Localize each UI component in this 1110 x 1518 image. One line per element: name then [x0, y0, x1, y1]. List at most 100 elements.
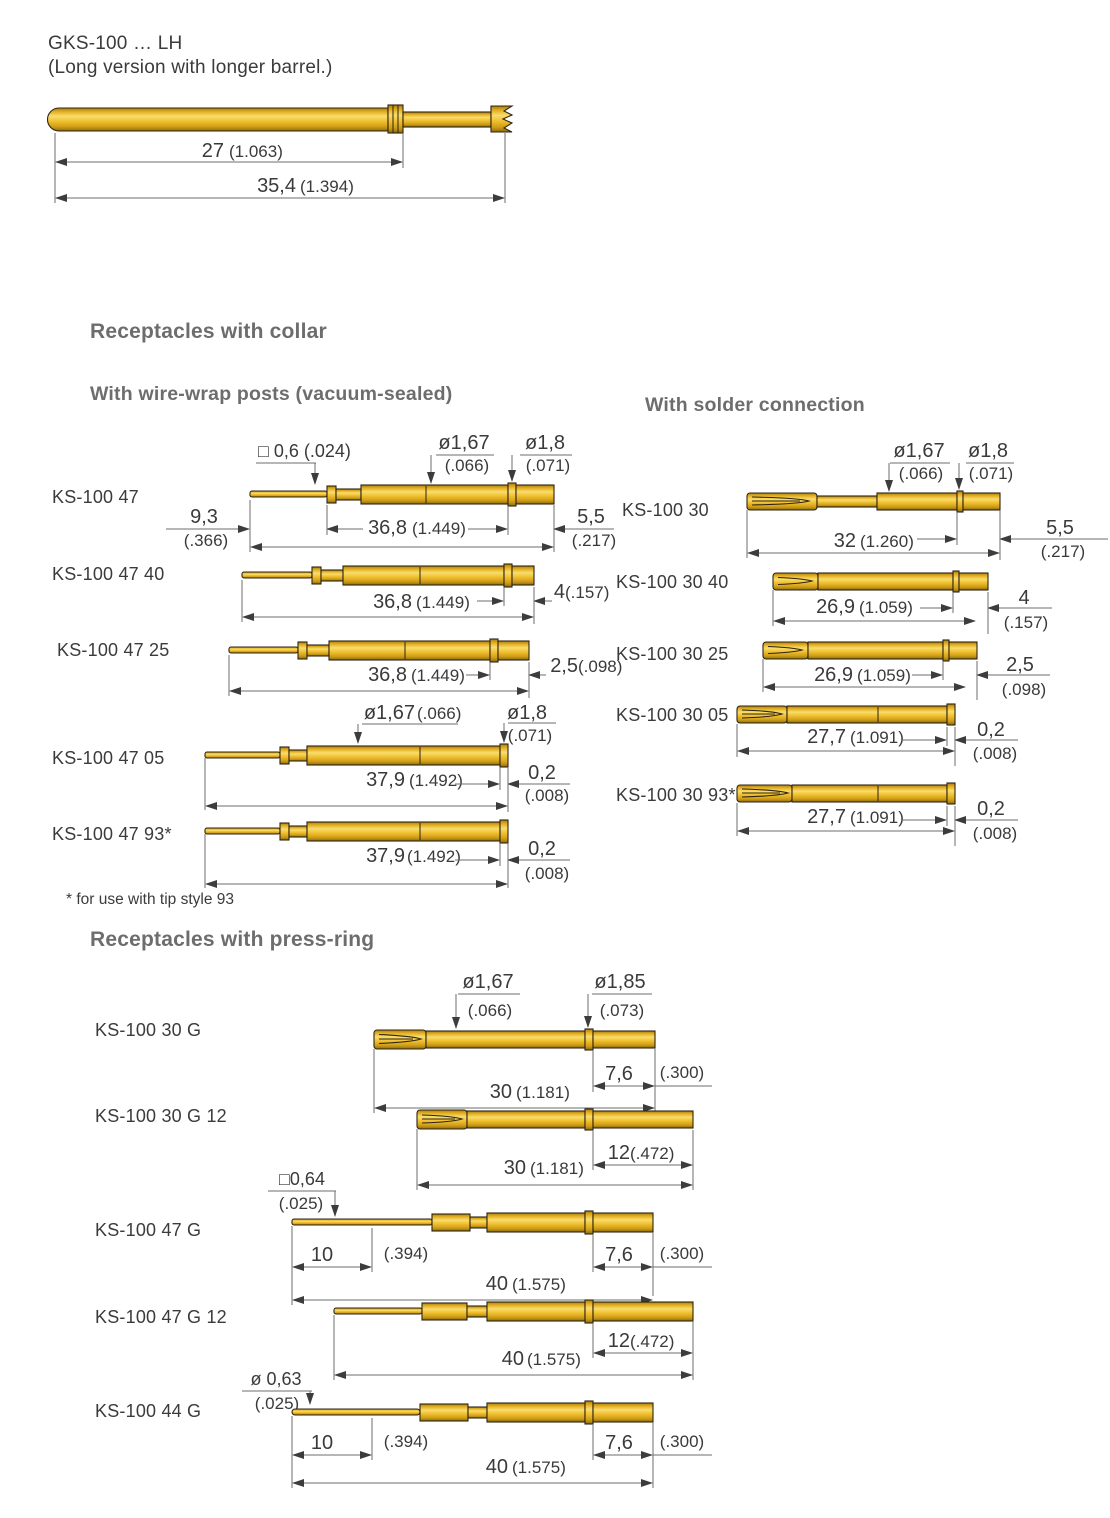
dim-dia2-in: (.071): [969, 464, 1013, 483]
part-label-ks-100-30-g: KS-100 30 G: [95, 1020, 202, 1040]
dim-post-square: □0,64: [279, 1169, 325, 1189]
dim-end-in: (.300): [660, 1063, 704, 1082]
dim-end-in: (.098): [1002, 680, 1046, 699]
part-label-ks-100-47-g: KS-100 47 G: [95, 1220, 202, 1240]
probe-ks-100-30-40: [772, 570, 989, 593]
dim-end-in: (.472): [630, 1332, 674, 1351]
dim-main-in: (1.449): [411, 666, 465, 685]
dim-gks-inner-in: (1.063): [229, 142, 283, 161]
section-heading-solder: With solder connection: [645, 394, 865, 416]
dim-main-mm: 26,9: [814, 664, 853, 686]
part-label-ks-100-47-25: KS-100 47 25: [57, 640, 170, 660]
dim-end-mm: 5,5: [577, 506, 605, 528]
dim-main-in: (1.449): [412, 519, 466, 538]
dim-main-in: (1.059): [857, 666, 911, 685]
section-heading-collar: Receptacles with collar: [90, 320, 327, 343]
dim-post-in: (.366): [184, 531, 228, 550]
part-label-ks-100-47-40: KS-100 47 40: [52, 564, 165, 584]
dim-end-mm: 0,2: [528, 762, 556, 784]
dim-end-mm: 2,5: [1006, 654, 1034, 676]
part-label-ks-100-30-93: KS-100 30 93*: [616, 785, 736, 805]
dim-post-square-in: (.025): [279, 1194, 323, 1213]
dim-main-in: (1.575): [512, 1275, 566, 1294]
dims-ks-100-30-25: 26,9 (1.059) 2,5 (.098): [762, 654, 1050, 700]
dim-dia1-mm: ø1,67: [462, 971, 513, 993]
dim-gks-inner-mm: 27: [202, 140, 224, 162]
dims-ks-100-30-g-12: 12 (.472) 30 (1.181): [416, 1129, 694, 1190]
dim-main-mm: 36,8: [368, 664, 407, 686]
dim-end-mm: 2,5: [550, 655, 578, 677]
dim-end-in: (.157): [1004, 613, 1048, 632]
solder-cup-slot: [777, 576, 815, 586]
dim-dia2-mm: ø1,8: [507, 702, 547, 724]
dim-end-in: (.008): [525, 786, 569, 805]
dim-main-in: (1.181): [516, 1083, 570, 1102]
dim-end-mm: 12: [608, 1142, 630, 1164]
part-label-ks-100-30-05: KS-100 30 05: [616, 705, 729, 725]
dim-end-in: (.098): [578, 657, 622, 676]
probe-ks-100-30-05: [736, 703, 956, 726]
dim-post-mm: 10: [311, 1432, 333, 1454]
dim-main-in: (1.449): [416, 593, 470, 612]
dim-dia2-in: (.073): [600, 1001, 644, 1020]
dims-ks-100-30-05: 27,7 (1.091) 0,2 (.008): [736, 719, 1018, 766]
probe-ks-100-47-25: [228, 638, 530, 663]
probe-ks-100-47-40: [241, 563, 535, 588]
dim-end-mm: 4: [554, 581, 565, 603]
probe-ks-100-47-93: [204, 819, 509, 844]
dim-main-in: (1.575): [527, 1350, 581, 1369]
dim-main-mm: 32: [834, 530, 856, 552]
dim-end-in: (.472): [630, 1144, 674, 1163]
dim-main-mm: 40: [502, 1348, 524, 1370]
part-label-ks-100-30: KS-100 30: [622, 500, 709, 520]
dim-dia1-mm: ø1,67: [893, 440, 944, 462]
dim-dia1-in: (.066): [417, 704, 461, 723]
section-heading-wirewrap: With wire-wrap posts (vacuum-sealed): [90, 383, 453, 405]
dim-main-mm: 40: [486, 1456, 508, 1478]
dim-main-mm: 36,8: [373, 591, 412, 613]
dims-ks-100-44-g: 10 (.394) 7,6 (.300) 40 (1.575): [291, 1416, 712, 1488]
dim-dia1-in: (.066): [445, 456, 489, 475]
dim-main-in: (1.181): [530, 1159, 584, 1178]
dims-ks-100-30-93: 27,7 (1.091) 0,2 (.008): [736, 798, 1018, 846]
dim-end-mm: 12: [608, 1330, 630, 1352]
dim-post-mm: 10: [311, 1244, 333, 1266]
dims-ks-100-47-g: □0,64 (.025) 10 (.394) 7,6 (.300) 40 (1.…: [268, 1169, 712, 1305]
dim-end-in: (.300): [660, 1432, 704, 1451]
dim-dia2-mm: ø1,8: [968, 440, 1008, 462]
dim-dia1-in: (.066): [468, 1001, 512, 1020]
part-label-ks-100-47-93: KS-100 47 93*: [52, 824, 172, 844]
dim-end-in: (.300): [660, 1244, 704, 1263]
dim-post-square: □ 0,6 (.024): [258, 441, 351, 461]
footnote: * for use with tip style 93: [66, 891, 234, 908]
part-label-ks-100-30-25: KS-100 30 25: [616, 644, 729, 664]
solder-cup-slot: [378, 1033, 423, 1045]
dim-end-in: (.157): [565, 583, 609, 602]
dim-main-in: (1.091): [850, 808, 904, 827]
dim-end-mm: 0,2: [977, 719, 1005, 741]
dim-end-in: (.217): [1041, 542, 1085, 561]
dim-dia1-mm: ø1,67: [364, 702, 415, 724]
dim-main-in: (1.059): [859, 598, 913, 617]
solder-cup-slot: [751, 496, 811, 506]
dim-dia2-in: (.071): [508, 726, 552, 745]
dim-main-mm: 37,9: [366, 769, 405, 791]
dim-end-mm: 7,6: [605, 1432, 633, 1454]
dim-main-in: (1.492): [407, 847, 461, 866]
dims-ks-100-47-g-12: 12 (.472) 40 (1.575) ø 0,63 (.025): [242, 1315, 694, 1413]
dims-ks-100-47-25: 36,8 (1.449) 2,5 (.098): [228, 655, 622, 698]
dims-ks-100-47-93: 37,9 (1.492) 0,2 (.008): [204, 834, 570, 888]
solder-cup-slot: [741, 709, 784, 719]
part-label-ks-100-47-g-12: KS-100 47 G 12: [95, 1307, 227, 1327]
section-heading-pressring: Receptacles with press-ring: [90, 928, 375, 951]
dim-post-in: (.394): [384, 1432, 428, 1451]
dim-main-mm: 30: [504, 1157, 526, 1179]
solder-cup-slot: [741, 788, 791, 798]
dim-post-in: (.394): [384, 1244, 428, 1263]
dim-main-mm: 37,9: [366, 845, 405, 867]
dim-end-mm: 7,6: [605, 1063, 633, 1085]
dim-end-mm: 4: [1018, 587, 1029, 609]
dim-main-mm: 27,7: [807, 806, 846, 828]
